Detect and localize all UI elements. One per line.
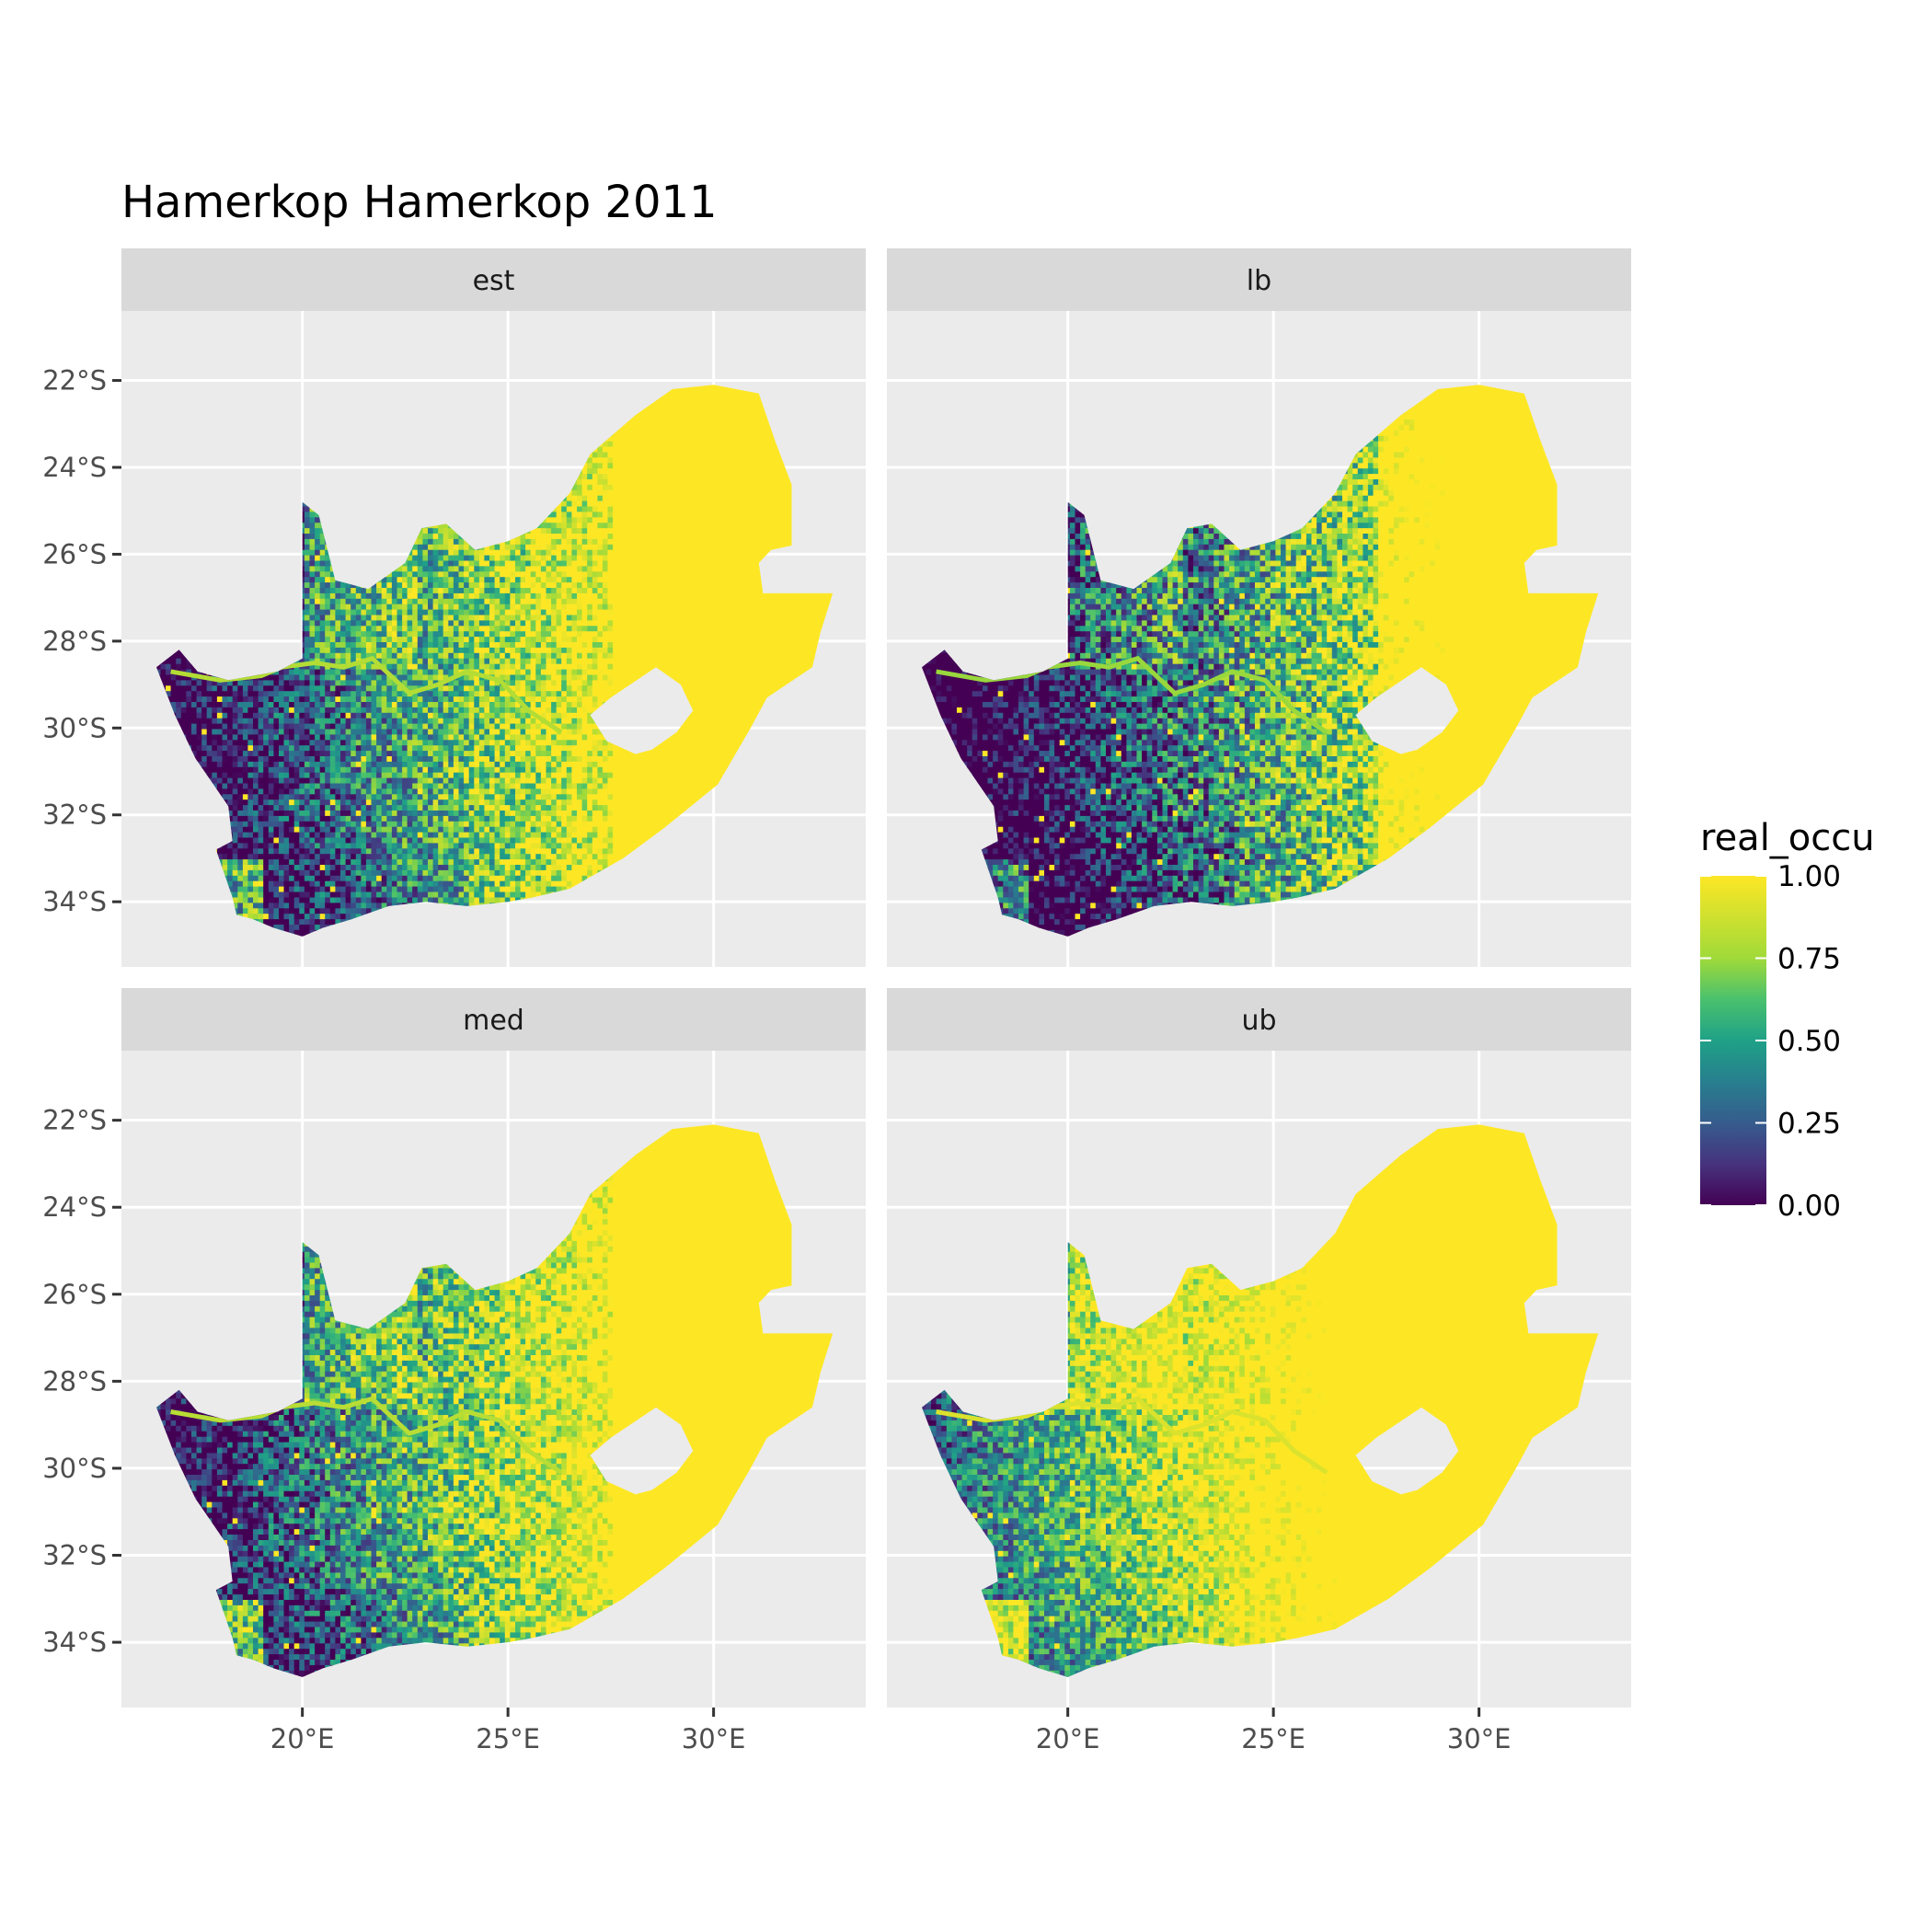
- orange-river-line: [936, 1396, 1328, 1475]
- orange-river-line: [936, 655, 1328, 735]
- y-tick-label: 34°S: [42, 1627, 107, 1658]
- facet-panels: est lb med ub: [121, 248, 1631, 1708]
- x-tick-label: 25°E: [476, 1723, 540, 1754]
- facet-strip-est: [121, 248, 866, 311]
- y-tick-label: 32°S: [42, 799, 107, 831]
- orange-river-line: [170, 655, 563, 735]
- legend-label: 0.50: [1777, 1025, 1841, 1058]
- y-tick-label: 22°S: [42, 365, 107, 397]
- x-tick-label: 30°E: [682, 1723, 746, 1754]
- y-tick-label: 34°S: [42, 886, 107, 917]
- legend-label: 1.00: [1777, 860, 1841, 893]
- y-tick-label: 28°S: [42, 626, 107, 657]
- facet-panel-med: med: [121, 988, 866, 1708]
- x-tick-label: 20°E: [270, 1723, 335, 1754]
- legend-title: real_occu: [1700, 817, 1875, 859]
- y-tick-label: 30°S: [42, 712, 107, 743]
- y-tick-label: 28°S: [42, 1365, 107, 1397]
- facet-label-est: est: [473, 265, 515, 297]
- x-tick-label: 20°E: [1036, 1723, 1100, 1754]
- facet-label-lb: lb: [1247, 265, 1271, 297]
- y-tick-label: 26°S: [42, 538, 107, 569]
- facet-label-med: med: [463, 1005, 524, 1037]
- facet-panel-ub: ub: [887, 988, 1631, 1708]
- facet-panel-lb: lb: [887, 248, 1631, 967]
- x-tick-label: 25°E: [1241, 1723, 1305, 1754]
- facet-panel-est: est: [121, 248, 866, 967]
- y-tick-label: 24°S: [42, 1191, 107, 1223]
- y-tick-label: 30°S: [42, 1453, 107, 1484]
- x-tick-label: 30°E: [1447, 1723, 1512, 1754]
- facet-strip-med: [121, 988, 866, 1051]
- y-tick-label: 32°S: [42, 1540, 107, 1571]
- axes: 22°S 24°S 26°S 28°S 30°S 32°S 34°S 22°S 24°S 26°S…: [42, 365, 1511, 1754]
- facet-strip-lb: [887, 248, 1631, 311]
- legend-label: 0.75: [1777, 943, 1841, 976]
- y-tick-label: 26°S: [42, 1279, 107, 1310]
- chart-title: Hamerkop Hamerkop 2011: [121, 177, 718, 228]
- y-tick-label: 24°S: [42, 452, 107, 483]
- facet-strip-ub: [887, 988, 1631, 1051]
- facet-label-ub: ub: [1241, 1005, 1276, 1037]
- legend-ticks: 0.00 0.25 0.50 0.75 1.00: [1700, 860, 1841, 1223]
- y-tick-label: 22°S: [42, 1105, 107, 1136]
- legend-label: 0.25: [1777, 1108, 1841, 1141]
- legend-label: 0.00: [1777, 1190, 1841, 1223]
- legend: real_occu 0.00 0.25 0.50 0.75 1.00: [1700, 817, 1875, 1223]
- orange-river-line: [170, 1396, 563, 1475]
